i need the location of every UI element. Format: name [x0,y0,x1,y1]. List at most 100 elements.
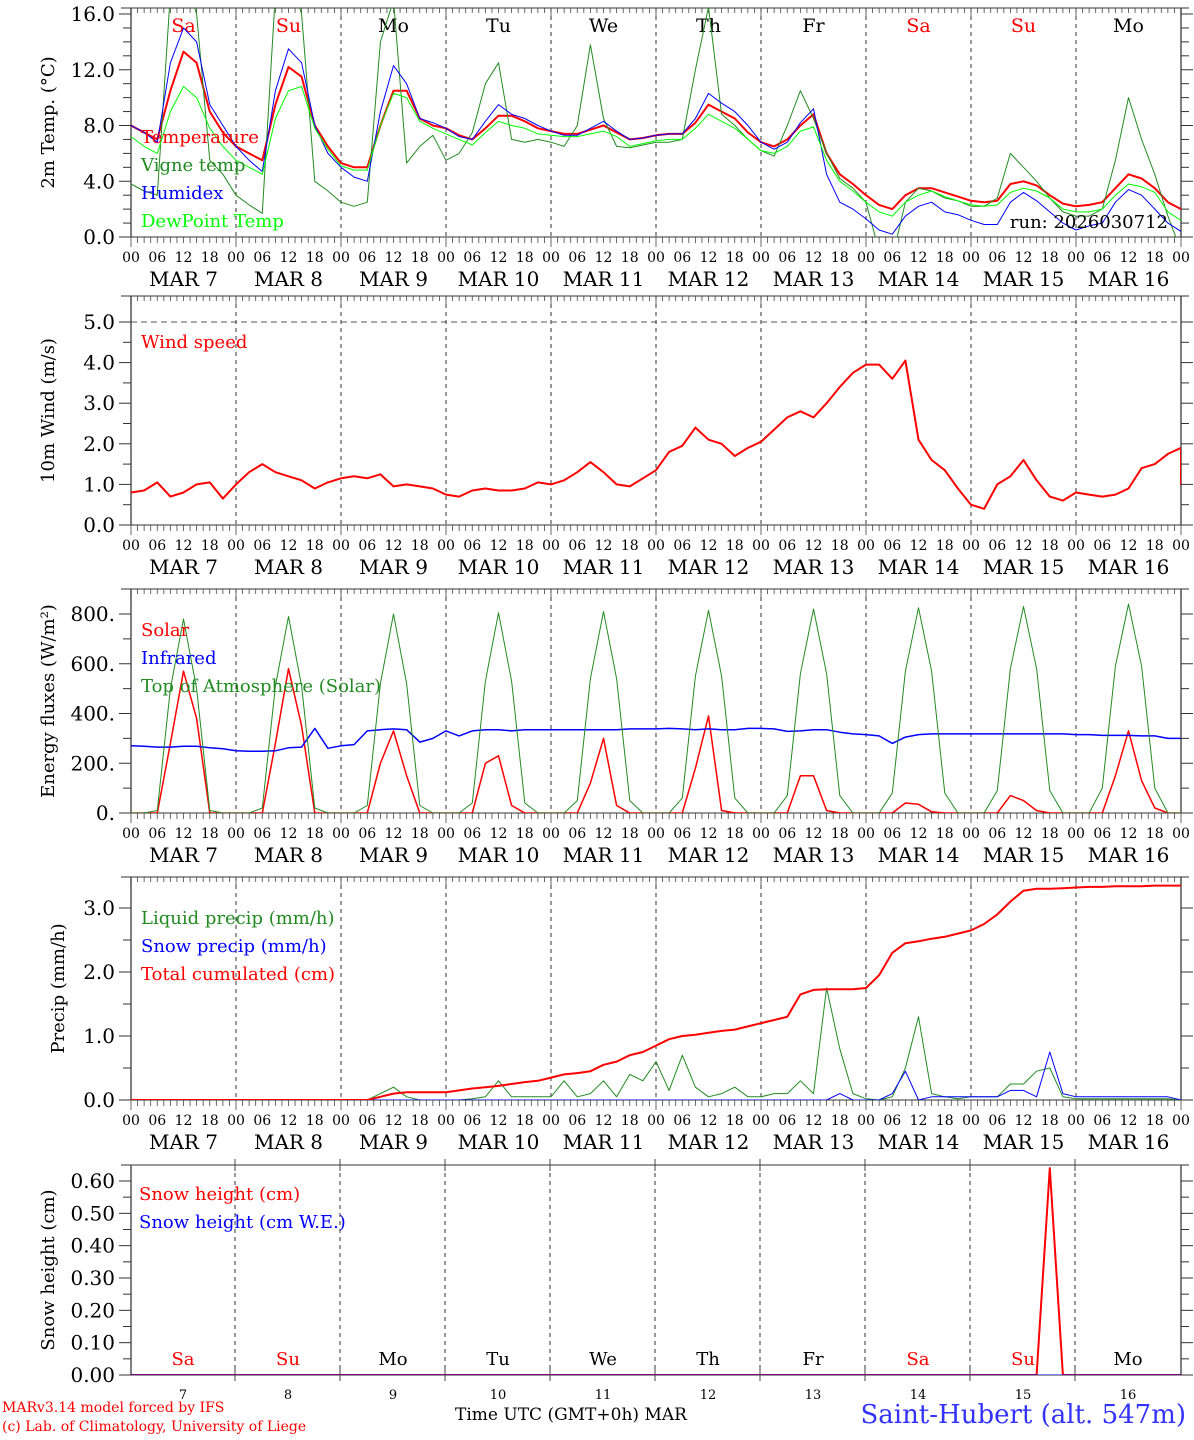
hour-tick-label: 06 [673,250,691,266]
hour-tick-label: 06 [883,1113,901,1129]
y-tick-label: 1.0 [83,472,115,496]
hour-tick-label: 06 [1093,250,1111,266]
series-line-snow-precip-mm-h- [131,1051,1181,1100]
date-label: MAR 12 [668,1130,750,1154]
hour-tick-label: 06 [253,250,271,266]
hour-tick-label: 12 [700,538,718,554]
date-label: MAR 13 [773,1130,855,1154]
date-label: MAR 10 [458,843,540,867]
month-label: MAR [644,1405,687,1425]
hour-tick-label: 12 [910,826,928,842]
hour-tick-label: 00 [122,826,140,842]
hour-tick-label: 00 [437,1113,455,1129]
date-label: MAR 10 [458,555,540,579]
hour-tick-label: 18 [831,538,849,554]
hour-tick-label: 00 [332,250,350,266]
hour-tick-label: 00 [857,538,875,554]
y-axis-label: Precip (mm/h) [48,923,69,1053]
hour-tick-label: 18 [1146,250,1164,266]
hour-tick-label: 00 [227,538,245,554]
hour-tick-label: 06 [148,538,166,554]
series-group [131,884,1181,1100]
date-label: 9 [389,1388,397,1403]
hour-tick-label: 12 [175,826,193,842]
y-tick-label: 3.0 [83,391,115,415]
y-tick-label: 0.40 [70,1234,115,1258]
hour-tick-label: 18 [411,1113,429,1129]
hour-tick-label: 00 [752,250,770,266]
hour-tick-label: 06 [463,538,481,554]
hour-tick-label: 12 [1015,538,1033,554]
hour-tick-label: 00 [752,1113,770,1129]
y-tick-label: 0.0 [83,225,115,249]
date-label: 10 [490,1388,507,1403]
hour-tick-label: 18 [516,826,534,842]
hour-tick-label: 06 [253,1113,271,1129]
hour-tick-label: 00 [122,250,140,266]
series-line-dewpoint-temp [131,86,1181,221]
date-label: MAR 9 [359,555,428,579]
date-label: 13 [805,1388,822,1403]
hour-tick-label: 00 [857,826,875,842]
series-group [131,8,1181,237]
weekday-label: Th [696,15,721,37]
y-tick-label: 16.0 [70,2,115,26]
hour-tick-label: 12 [700,1113,718,1129]
hour-tick-label: 06 [358,538,376,554]
hour-tick-label: 06 [148,1113,166,1129]
series-line-infrared [131,727,1181,753]
hour-tick-label: 12 [280,826,298,842]
date-label: MAR 15 [983,267,1065,291]
hour-tick-label: 18 [726,250,744,266]
legend-entry: Solar [141,620,190,641]
date-label: 15 [1015,1388,1032,1403]
hour-tick-label: 12 [910,250,928,266]
hour-tick-label: 06 [568,826,586,842]
y-tick-label: 0.10 [70,1331,115,1355]
weekday-label: Su [276,15,301,37]
legend-entry: Snow height (cm W.E.) [139,1212,346,1233]
hour-tick-label: 12 [595,538,613,554]
weekday-label: Th [696,1349,720,1370]
hour-tick-label: 06 [988,250,1006,266]
hour-tick-label: 00 [542,826,560,842]
time-label: Time UTC (GMT+0h) [455,1405,640,1425]
hour-tick-label: 18 [831,826,849,842]
hour-tick-label: 06 [778,1113,796,1129]
hour-tick-label: 12 [490,250,508,266]
panel-2: 0.0 1.0 2.0 3.0 4.0 5.0 10m Wind (m/s) 00 06 12 18… [38,295,1193,579]
weekday-label: We [589,15,618,37]
hour-tick-label: 18 [201,1113,219,1129]
hour-tick-label: 00 [1067,1113,1085,1129]
series-line-liquid-precip-mm-h- [131,987,1181,1100]
date-label: MAR 12 [668,555,750,579]
hour-tick-label: 12 [280,538,298,554]
weekday-label: Fr [802,1349,823,1370]
date-label: MAR 16 [1088,843,1170,867]
hour-tick-label: 18 [1041,1113,1059,1129]
weekday-label: Mo [378,1349,407,1370]
y-tick-label: 3.0 [83,896,115,920]
date-label: MAR 8 [254,843,323,867]
hour-tick-label: 00 [227,826,245,842]
hour-tick-label: 12 [1120,538,1138,554]
station-title: Saint-Hubert (alt. 547m) [860,1400,1186,1430]
series-line-wind-speed [131,359,1181,510]
hour-tick-label: 12 [490,1113,508,1129]
legend-entry: Wind speed [141,332,247,353]
hour-tick-label: 00 [542,250,560,266]
date-label: MAR 7 [149,843,218,867]
hour-tick-label: 18 [306,250,324,266]
date-label: MAR 15 [983,1130,1065,1154]
date-label: MAR 14 [878,555,960,579]
date-label: 11 [595,1388,612,1403]
y-tick-label: 800. [70,602,115,626]
date-label: MAR 16 [1088,555,1170,579]
hour-tick-label: 18 [936,826,954,842]
y-tick-label: 4.0 [83,351,115,375]
series-line-total-cumulated-cm- [131,884,1181,1100]
hour-tick-label: 18 [621,538,639,554]
x-axis-title: Time UTC (GMT+0h) MAR [455,1405,687,1425]
